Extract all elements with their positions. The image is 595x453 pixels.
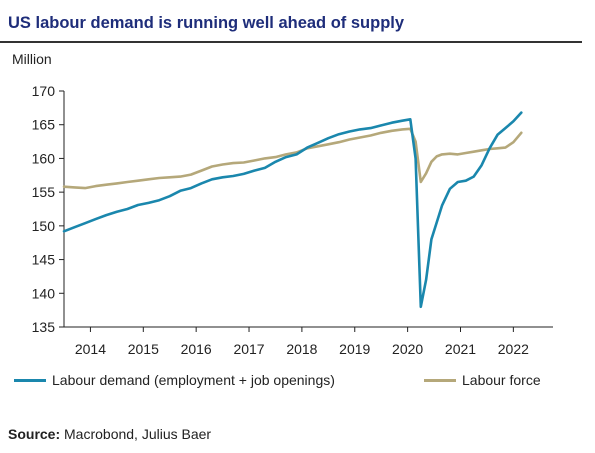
y-tick-label: 150: [32, 218, 56, 234]
source-note: Source: Macrobond, Julius Baer: [8, 426, 211, 442]
series-line-labour-demand: [62, 111, 523, 309]
x-tick-label: 2021: [445, 341, 476, 357]
y-tick-label: 165: [32, 117, 56, 133]
y-tick-label: 145: [32, 252, 56, 268]
chart-title: US labour demand is running well ahead o…: [8, 14, 405, 32]
y-tick-label: 140: [32, 285, 56, 301]
y-axis-unit-label: Million: [12, 51, 52, 67]
legend-item-labour-demand: Labour demand (employment + job openings…: [14, 372, 335, 388]
x-tick-label: 2015: [128, 341, 159, 357]
y-tick-label: 170: [32, 83, 56, 99]
y-tick-label: 135: [32, 319, 56, 335]
source-label: Source:: [8, 426, 61, 442]
x-tick-label: 2018: [286, 341, 317, 357]
series-line-labour-force: [62, 127, 523, 190]
legend-item-labour-force: Labour force: [424, 372, 541, 388]
source-text: Macrobond, Julius Baer: [64, 426, 212, 442]
x-tick-label: 2022: [498, 341, 529, 357]
y-tick-label: 160: [32, 150, 56, 166]
legend-swatch-labour-demand: [14, 378, 46, 382]
x-tick-label: 2016: [181, 341, 212, 357]
y-tick-label: 155: [32, 184, 56, 200]
x-tick-label: 2017: [233, 341, 264, 357]
x-tick-label: 2020: [392, 341, 423, 357]
chart-legend: Labour demand (employment + job openings…: [0, 372, 595, 394]
x-tick-label: 2014: [75, 341, 106, 357]
legend-label-labour-force: Labour force: [462, 372, 541, 388]
legend-label-labour-demand: Labour demand (employment + job openings…: [52, 372, 335, 388]
title-rule: [0, 41, 582, 43]
legend-swatch-labour-force: [424, 378, 456, 382]
x-tick-label: 2019: [339, 341, 370, 357]
